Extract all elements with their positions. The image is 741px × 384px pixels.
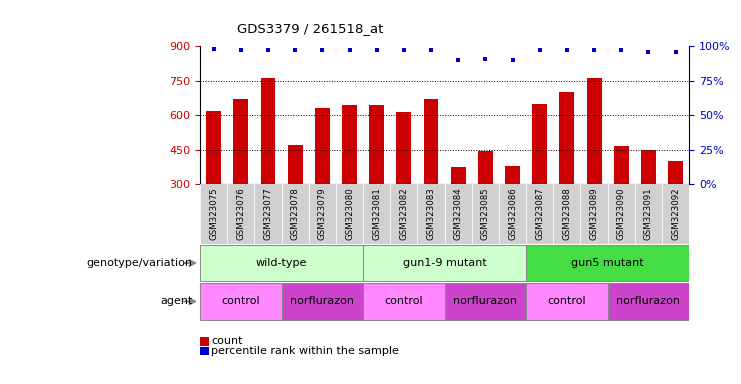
Point [479, 55, 491, 61]
Bar [315, 108, 330, 184]
Text: GSM323088: GSM323088 [562, 187, 571, 240]
Bar [282, 184, 309, 244]
Bar [526, 245, 689, 281]
Bar [559, 92, 574, 184]
Bar [635, 184, 662, 244]
Point [398, 47, 410, 53]
Text: norflurazon: norflurazon [617, 296, 680, 306]
Text: GSM323078: GSM323078 [290, 187, 299, 240]
Text: control: control [222, 296, 260, 306]
Text: GSM323075: GSM323075 [209, 187, 218, 240]
Point [588, 47, 600, 53]
Bar [472, 184, 499, 244]
Bar [200, 245, 363, 281]
Text: GSM323090: GSM323090 [617, 187, 625, 240]
Bar [668, 161, 683, 184]
Bar [233, 99, 248, 184]
Text: GSM323083: GSM323083 [427, 187, 436, 240]
Bar [451, 167, 465, 184]
Bar [369, 105, 384, 184]
Point [289, 47, 301, 53]
Bar [288, 145, 302, 184]
Bar [580, 184, 608, 244]
Text: norflurazon: norflurazon [290, 296, 354, 306]
Bar [614, 146, 628, 184]
Text: GSM323081: GSM323081 [372, 187, 381, 240]
Text: GSM323091: GSM323091 [644, 187, 653, 240]
Text: control: control [385, 296, 423, 306]
Bar [309, 184, 336, 244]
Text: gun5 mutant: gun5 mutant [571, 258, 644, 268]
Bar [662, 184, 689, 244]
Point [370, 47, 382, 53]
Text: GSM323084: GSM323084 [453, 187, 462, 240]
Bar [200, 283, 282, 320]
Bar [478, 151, 493, 184]
Bar [282, 283, 363, 320]
Point [344, 47, 356, 53]
Point [235, 47, 247, 53]
Text: GSM323082: GSM323082 [399, 187, 408, 240]
Text: count: count [211, 336, 243, 346]
Bar [608, 184, 635, 244]
Text: norflurazon: norflurazon [453, 296, 517, 306]
Bar [363, 245, 526, 281]
Bar [587, 78, 602, 184]
Bar [227, 184, 254, 244]
Point [615, 47, 627, 53]
Text: GSM323086: GSM323086 [508, 187, 517, 240]
Point [642, 48, 654, 55]
Text: GSM323077: GSM323077 [264, 187, 273, 240]
Point [534, 47, 545, 53]
Bar [391, 184, 417, 244]
Bar [526, 184, 554, 244]
Bar [417, 184, 445, 244]
Text: control: control [548, 296, 586, 306]
Point [207, 46, 219, 52]
Point [425, 47, 437, 53]
Point [670, 48, 682, 55]
Bar [254, 184, 282, 244]
Text: percentile rank within the sample: percentile rank within the sample [211, 346, 399, 356]
Text: GSM323085: GSM323085 [481, 187, 490, 240]
Text: GSM323089: GSM323089 [590, 187, 599, 240]
Point [507, 57, 519, 63]
Text: gun1-9 mutant: gun1-9 mutant [402, 258, 487, 268]
Text: GSM323079: GSM323079 [318, 187, 327, 240]
Text: GSM323076: GSM323076 [236, 187, 245, 240]
Text: agent: agent [160, 296, 193, 306]
Bar [396, 112, 411, 184]
Point [561, 47, 573, 53]
Bar [363, 283, 445, 320]
Bar [532, 104, 547, 184]
Text: GSM323087: GSM323087 [535, 187, 544, 240]
Bar [505, 166, 520, 184]
Bar [445, 283, 526, 320]
Bar [200, 337, 209, 346]
Text: genotype/variation: genotype/variation [87, 258, 193, 268]
Bar [424, 99, 439, 184]
Bar [363, 184, 391, 244]
Point [262, 47, 274, 53]
Text: GDS3379 / 261518_at: GDS3379 / 261518_at [237, 22, 384, 35]
Point [316, 47, 328, 53]
Bar [445, 184, 472, 244]
Bar [206, 111, 221, 184]
Bar [526, 283, 608, 320]
Bar [554, 184, 580, 244]
Bar [641, 150, 656, 184]
Point [452, 57, 464, 63]
Bar [608, 283, 689, 320]
Bar [499, 184, 526, 244]
Text: GSM323092: GSM323092 [671, 187, 680, 240]
Bar [200, 347, 209, 355]
Text: wild-type: wild-type [256, 258, 308, 268]
Bar [200, 184, 227, 244]
Text: GSM323080: GSM323080 [345, 187, 354, 240]
Bar [342, 105, 357, 184]
Bar [261, 78, 276, 184]
Bar [336, 184, 363, 244]
